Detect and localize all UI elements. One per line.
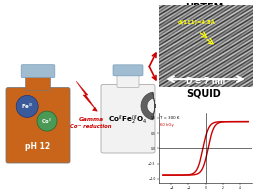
FancyBboxPatch shape xyxy=(113,65,142,76)
Text: d(111)=4.8Å: d(111)=4.8Å xyxy=(177,19,214,25)
FancyBboxPatch shape xyxy=(25,74,50,91)
Polygon shape xyxy=(140,92,153,120)
Text: Co$^{II}$: Co$^{II}$ xyxy=(41,116,53,126)
Text: Co$^{II}$Fe$^{III}_{2}$O$_4$: Co$^{II}$Fe$^{III}_{2}$O$_4$ xyxy=(108,114,147,127)
FancyBboxPatch shape xyxy=(117,72,138,87)
Polygon shape xyxy=(76,81,97,111)
Text: D = 7 nm: D = 7 nm xyxy=(185,77,224,87)
Text: SQUID: SQUID xyxy=(186,89,220,99)
Text: 60 kGy: 60 kGy xyxy=(160,123,173,127)
FancyBboxPatch shape xyxy=(101,84,154,153)
Text: T = 300 K: T = 300 K xyxy=(160,116,179,120)
Ellipse shape xyxy=(16,95,38,117)
Text: HRTEM: HRTEM xyxy=(184,3,222,13)
Polygon shape xyxy=(152,104,155,120)
Text: Gamma: Gamma xyxy=(78,117,103,122)
Text: Coᴵᴵᴵ reduction: Coᴵᴵᴵ reduction xyxy=(70,124,111,129)
Text: Fe$^{III}$: Fe$^{III}$ xyxy=(21,102,34,111)
FancyBboxPatch shape xyxy=(6,88,70,163)
Polygon shape xyxy=(152,92,155,108)
Text: Mₛ ≈ 70 Am²kg⁻¹: Mₛ ≈ 70 Am²kg⁻¹ xyxy=(168,172,238,181)
Ellipse shape xyxy=(37,111,57,131)
FancyBboxPatch shape xyxy=(21,65,55,78)
Text: pH 12: pH 12 xyxy=(25,142,50,151)
